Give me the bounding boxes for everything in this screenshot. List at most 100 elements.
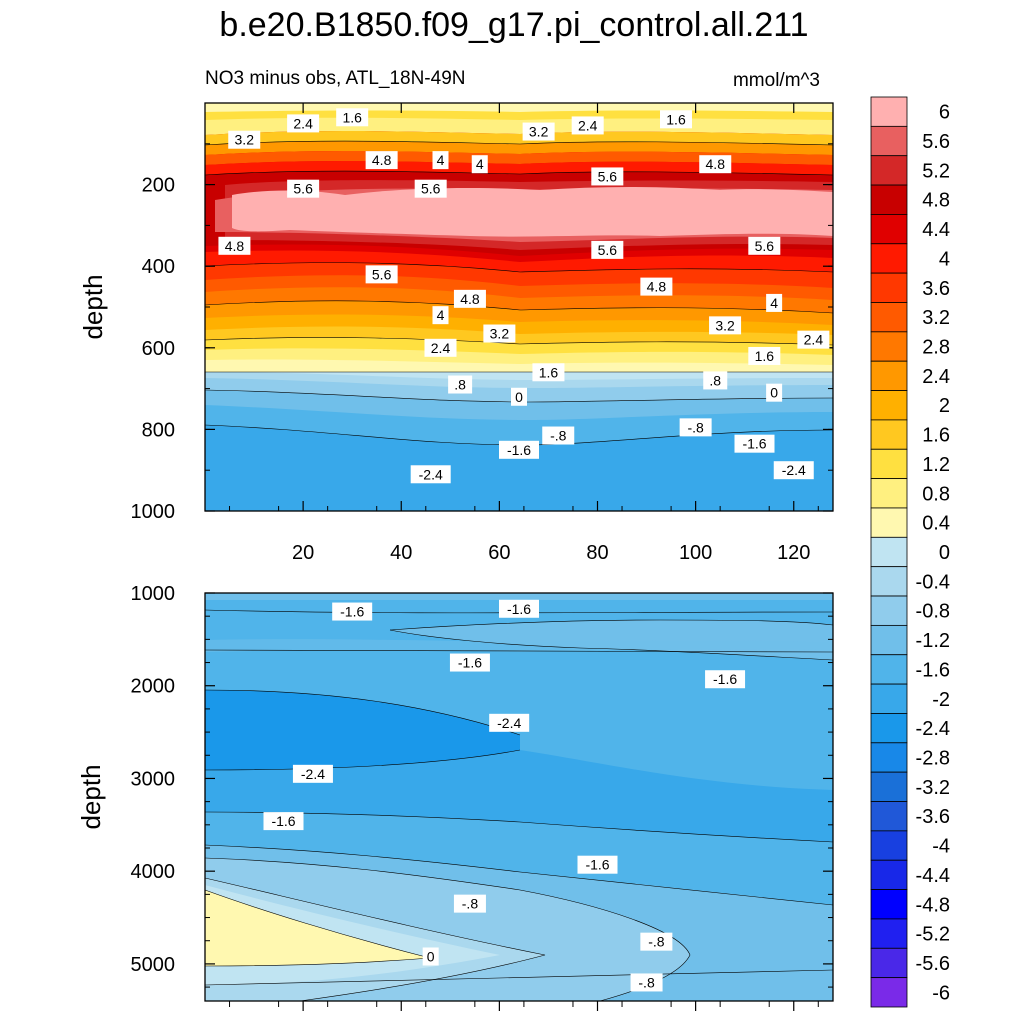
top-contour-label-bg [748, 236, 781, 255]
top-contour-label: 4.8 [453, 289, 486, 308]
top-contour-label: 5.6 [287, 179, 320, 198]
top-panel: NO3 minus obs, ATL_18N-49N mmol/m^3 [78, 68, 834, 564]
colorbar-swatch [870, 889, 908, 920]
top-contour-label: 2.4 [571, 116, 604, 135]
colorbar-swatch [870, 801, 908, 832]
colorbar-label: -5.2 [916, 924, 950, 946]
colorbar-label: -2.4 [916, 718, 950, 740]
top-contour-label: 3.2 [483, 324, 516, 343]
top-contour-label-text: 2.4 [293, 115, 313, 131]
top-contour-label: 1.6 [748, 346, 781, 365]
bottom-contour-label: -1.6 [705, 670, 746, 689]
top-contour-label-bg [797, 330, 830, 349]
top-contour-label-text: 3.2 [235, 132, 255, 148]
bottom-contour-label-bg [499, 599, 539, 618]
bottom-contour-label: -2.4 [292, 764, 333, 783]
colorbar-swatch [870, 125, 908, 157]
colorbar-label: 2.4 [922, 366, 950, 388]
top-contour-label-bg [228, 130, 261, 149]
colorbar: 6 5.6 5.2 4.8 4.4 4 3.6 3.2 2.8 2.4 2 1.6 1.2 0.8 0.4 0… [870, 96, 950, 1008]
colorbar-swatch [870, 742, 908, 773]
top-contour-label-bg [483, 324, 516, 343]
top-contour-label: 5.6 [591, 240, 624, 259]
top-contour-label: 5.6 [748, 236, 781, 255]
bottom-y-tick-label: 2000 [131, 676, 176, 698]
top-contour-label-bg [453, 289, 486, 308]
top-contour-label: 3.2 [709, 316, 742, 335]
top-contour-label-text: 2.4 [804, 332, 824, 348]
bottom-contour-label-text: -1.6 [340, 604, 364, 620]
top-contour-label: 1.6 [532, 363, 565, 382]
top-contour-label-text: 5.6 [755, 238, 775, 254]
top-contour-label-bg [773, 461, 814, 480]
colorbar-label: 3.2 [922, 307, 950, 329]
bottom-contour-label: -.8 [640, 932, 673, 951]
top-contour-label-text: 3.2 [490, 326, 510, 342]
bottom-contour-label: -.8 [630, 973, 663, 992]
top-contour-label: 4.8 [699, 155, 732, 174]
top-panel-subtitle: NO3 minus obs, ATL_18N-49N [205, 68, 466, 89]
top-x-tick-label: 20 [292, 542, 314, 564]
colorbar-swatch [870, 214, 908, 245]
top-contour-label: 4 [432, 306, 449, 325]
colorbar-swatch [870, 184, 908, 215]
top-contour-label-text: 2.4 [431, 340, 451, 356]
bottom-contour-label: 0 [422, 947, 439, 966]
top-y-tick-label: 600 [142, 338, 175, 360]
colorbar-label: -1.2 [916, 630, 950, 652]
bottom-contour-label-text: -1.6 [507, 601, 531, 617]
colorbar-swatch [870, 771, 908, 802]
top-contour-label-bg [703, 371, 728, 390]
top-contour-label-bg [432, 306, 449, 325]
top-contour-label: 3.2 [228, 130, 261, 149]
top-contour-label-text: 0 [515, 389, 523, 405]
colorbar-label: 4.8 [922, 190, 950, 212]
top-contour-label: 5.6 [414, 179, 447, 198]
colorbar-label: -2 [932, 689, 950, 711]
top-contour-label: 3.2 [522, 122, 555, 141]
colorbar-label: 1.6 [922, 425, 950, 447]
colorbar-label: 4.4 [922, 219, 950, 241]
top-y-tick-label: 200 [142, 175, 175, 197]
top-contour-label-text: -1.6 [742, 436, 766, 452]
bottom-y-tick-label: 4000 [131, 861, 176, 883]
top-contour-label-text: -1.6 [507, 442, 531, 458]
bottom-contour-label-text: 0 [427, 948, 435, 964]
top-contour-label: 0 [766, 383, 783, 402]
colorbar-swatch [870, 478, 908, 509]
colorbar-label: -0.8 [916, 601, 950, 623]
bottom-contour-fill [205, 593, 833, 1001]
top-x-ticks: 20 40 60 80 100 120 [229, 103, 819, 564]
colorbar-swatch [870, 947, 908, 979]
top-contour-label-text: 4.8 [706, 156, 726, 172]
top-y-tick-label: 400 [142, 256, 175, 278]
top-x-tick-label: 100 [679, 542, 712, 564]
bottom-contour-label-text: -1.6 [713, 671, 737, 687]
top-contour-label: 4 [432, 151, 449, 170]
top-contour-label: 2.4 [287, 114, 320, 133]
bottom-contour-label: -.8 [453, 894, 486, 913]
colorbar-label: 0.4 [922, 513, 950, 535]
top-contour-label: 0 [511, 387, 527, 406]
top-contour-label-text: 2.4 [578, 117, 598, 133]
top-contour-label-bg [640, 277, 673, 296]
colorbar-swatch [870, 448, 908, 480]
colorbar-label: -3.2 [916, 777, 950, 799]
bottom-contour-label: -1.6 [332, 602, 373, 621]
bottom-contour-label: -2.4 [489, 713, 530, 732]
top-contour-label-text: 4.8 [225, 238, 245, 254]
top-contour-label: 4.8 [218, 236, 251, 255]
bottom-contour-label-text: -2.4 [497, 715, 521, 731]
top-contour-label-bg [699, 155, 732, 174]
top-contour-label-text: 1.6 [539, 364, 559, 380]
bottom-x-ticks [229, 1001, 819, 1011]
top-contour-label-bg [734, 434, 775, 453]
colorbar-swatch [870, 243, 908, 274]
top-contour-label: 1.6 [336, 108, 369, 127]
top-contour-label-bg [748, 346, 781, 365]
colorbar-label: 3.6 [922, 278, 950, 300]
top-contour-label: 2.4 [424, 338, 457, 357]
bottom-contour-label-bg [705, 670, 746, 689]
top-contour-label-bg [511, 387, 527, 406]
top-x-tick-label: 60 [488, 542, 510, 564]
